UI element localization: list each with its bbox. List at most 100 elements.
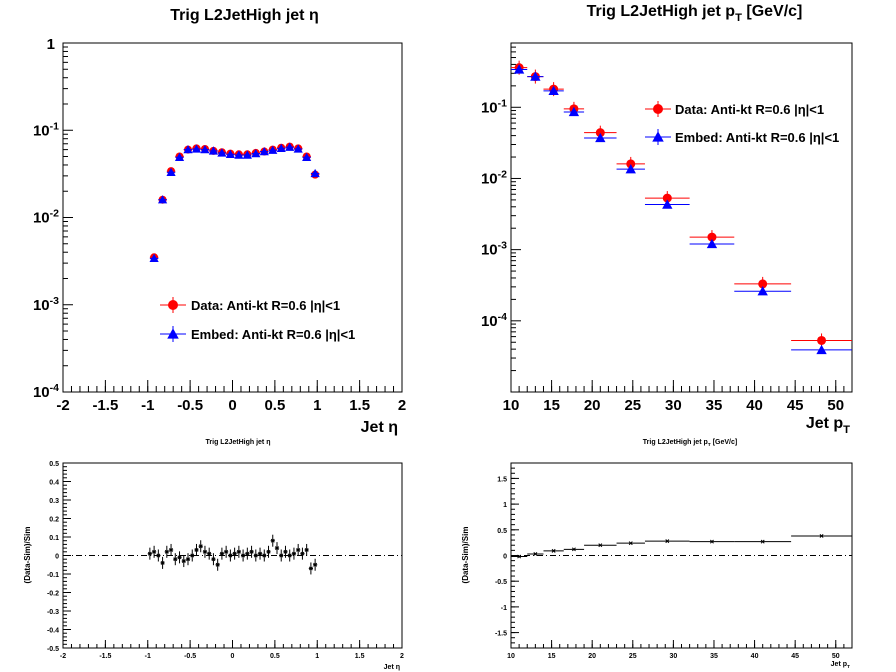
text-span: T: [843, 424, 850, 436]
x-tick-label: -1.5: [92, 397, 118, 414]
x-tick-label: 20: [588, 653, 596, 660]
chart-title: Trig L2JetHigh jet pT [GeV/c]: [643, 439, 737, 448]
data-point-circle: [595, 128, 605, 138]
data-point-circle: [817, 335, 827, 345]
data-point-marker: [819, 534, 824, 538]
y-tick-label: 10-2: [33, 208, 59, 227]
data-point-triangle: [191, 144, 202, 153]
data-point-triangle: [276, 143, 286, 153]
x-tick-label: -2: [60, 653, 66, 660]
y-tick-label: 10-2: [481, 168, 507, 187]
x-tick-label: 30: [665, 397, 682, 414]
y-tick-label: 1.5: [497, 476, 507, 483]
text-span: Jet p: [831, 661, 847, 668]
data-point-triangle: [242, 150, 252, 159]
y-tick-label: -0.4: [47, 628, 59, 635]
text-span: Trig L2JetHigh jet p: [587, 3, 736, 20]
data-point-triangle: [225, 149, 235, 158]
data-point-triangle: [757, 286, 768, 296]
text-span: T: [735, 12, 742, 24]
legend-label: Embed: Anti-kt R=0.6 |η|<1: [191, 327, 355, 342]
x-tick-label: -0.5: [184, 653, 196, 660]
data-point-marker: [313, 562, 318, 567]
text-span: 10: [33, 384, 50, 401]
data-point-marker: [253, 553, 258, 558]
text-span: -4: [50, 382, 59, 394]
chart-title: Trig L2JetHigh jet η: [206, 439, 271, 446]
data-point-marker: [258, 551, 262, 556]
x-tick-label: 35: [710, 653, 718, 660]
y-tick-label: 0: [55, 554, 59, 561]
data-point-marker: [224, 549, 229, 554]
data-point-triangle: [595, 132, 606, 143]
data-point-circle: [662, 193, 672, 203]
text-span: Jet p: [806, 415, 844, 432]
text-span: -4: [498, 311, 507, 323]
data-point-marker: [219, 551, 224, 556]
data-point-marker: [241, 553, 246, 558]
data-point-triangle: [149, 253, 159, 263]
data-point-marker: [308, 566, 313, 571]
x-tick-label: -0.5: [177, 397, 203, 414]
y-tick-label: -1: [501, 605, 507, 612]
data-point-triangle: [217, 148, 227, 157]
data-point-triangle: [166, 167, 176, 176]
x-tick-label: 0: [231, 653, 235, 660]
data-point-marker: [186, 557, 190, 562]
y-tick-label: 0.4: [49, 480, 59, 487]
x-tick-label: -2: [56, 397, 69, 414]
text-span: T: [847, 664, 850, 670]
text-span: 10: [481, 242, 498, 259]
data-point-marker: [207, 551, 212, 556]
data-point-triangle: [662, 199, 673, 209]
x-tick-label: -1: [141, 397, 154, 414]
data-point-marker: [181, 559, 186, 564]
x-tick-label: 25: [629, 653, 637, 660]
x-tick-label: 0: [228, 397, 236, 414]
x-tick-label: 40: [746, 397, 763, 414]
data-point-marker: [760, 539, 765, 544]
y-tick-label: -0.5: [47, 646, 59, 653]
text-span: T: [708, 442, 711, 448]
data-point-triangle: [183, 145, 193, 154]
legend-label: Data: Anti-kt R=0.6 |η|<1: [191, 298, 340, 313]
data-point-marker: [533, 552, 538, 556]
data-point-triangle: [157, 195, 168, 204]
x-tick-label: 45: [791, 653, 799, 660]
data-point-marker: [598, 543, 603, 548]
data-point-circle: [168, 300, 178, 310]
data-point-triangle: [293, 144, 303, 153]
text-span: 10: [33, 210, 50, 227]
data-point-marker: [177, 555, 182, 560]
data-point-triangle: [167, 328, 179, 339]
data-point-triangle: [234, 150, 244, 159]
data-point-marker: [296, 547, 301, 552]
x-tick-label: 2: [400, 653, 404, 660]
data-point-marker: [190, 553, 195, 558]
data-point-marker: [228, 553, 233, 558]
x-tick-label: 45: [787, 397, 804, 414]
text-span: 10: [481, 99, 498, 116]
data-point-triangle: [568, 106, 580, 117]
x-axis-label: Jet η: [384, 664, 400, 671]
data-point-marker: [304, 547, 309, 552]
x-axis-label: Jet pT: [831, 661, 850, 670]
data-point-marker: [198, 544, 203, 549]
y-axis-label: (Data-Sim)/Sim: [23, 527, 32, 584]
data-point-triangle: [816, 344, 827, 355]
text-span: [GeV/c]: [711, 439, 737, 446]
data-point-marker: [266, 549, 271, 554]
data-point-triangle: [310, 168, 320, 178]
x-tick-label: 15: [548, 653, 556, 660]
data-point-marker: [169, 547, 174, 552]
y-tick-label: 10-3: [481, 240, 507, 259]
legend-label: Embed: Anti-kt R=0.6 |η|<1: [675, 130, 839, 145]
y-tick-label: 10-1: [481, 97, 507, 116]
y-tick-label: 1: [47, 36, 55, 53]
text-span: 10: [33, 297, 50, 314]
data-point-triangle: [706, 238, 718, 249]
y-tick-label: 0.5: [497, 528, 507, 535]
y-tick-label: -0.3: [47, 609, 59, 616]
text-span: 10: [481, 170, 498, 187]
